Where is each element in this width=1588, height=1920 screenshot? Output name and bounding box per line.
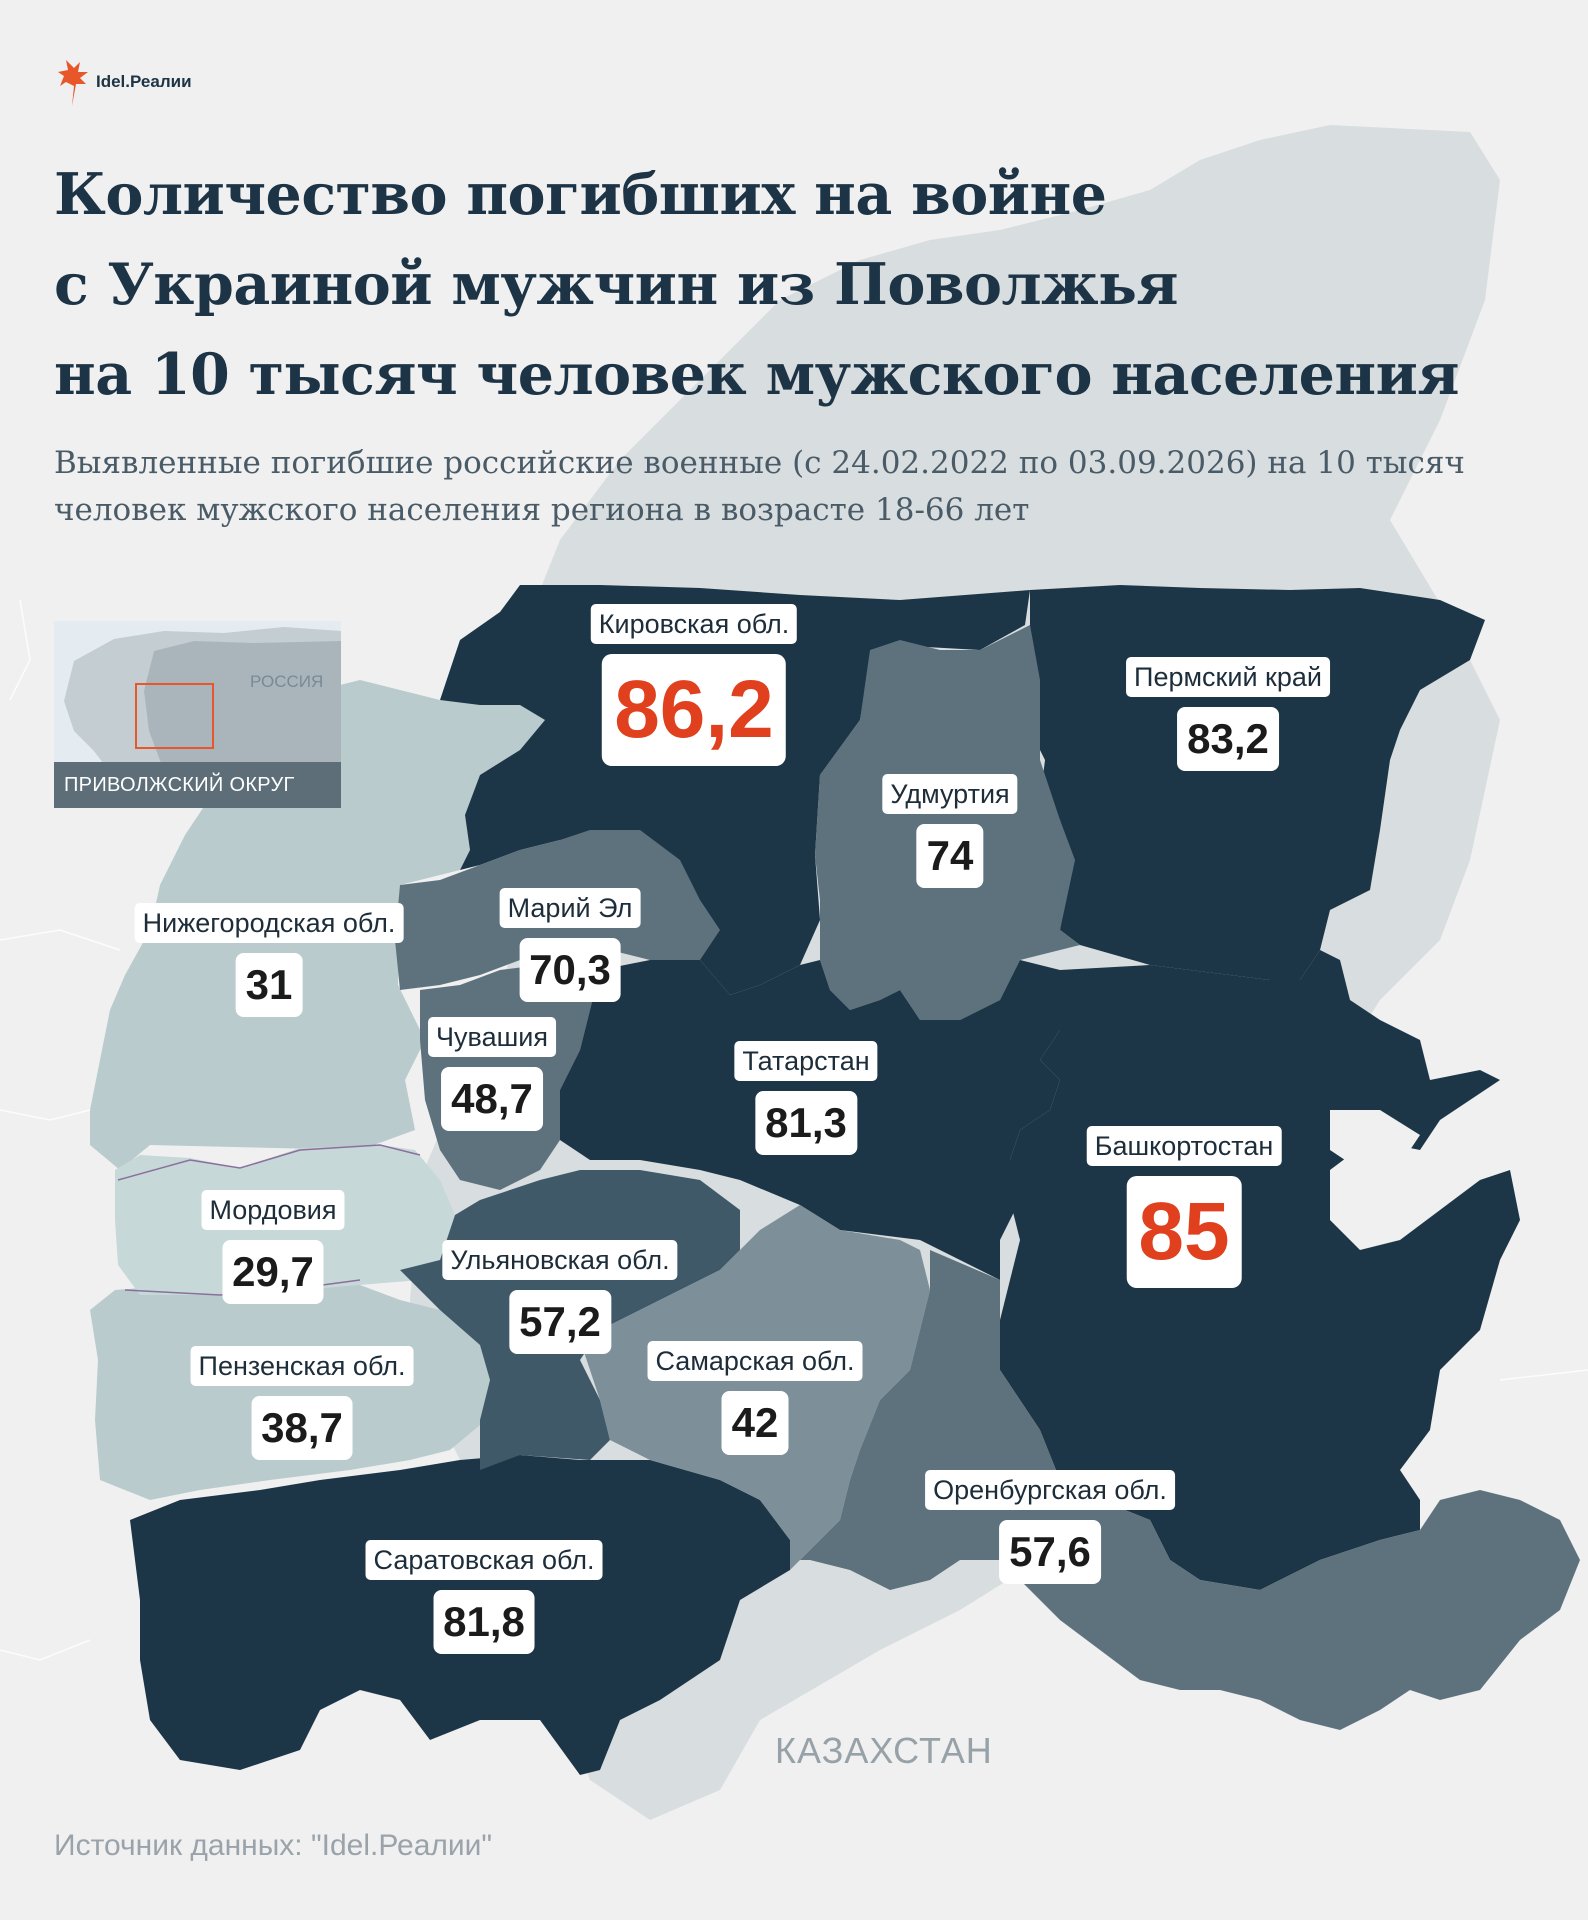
region-name: Башкортостан — [1086, 1126, 1282, 1166]
region-label-mordovia: Мордовия 29,7 — [201, 1190, 345, 1304]
title-line: с Украиной мужчин из Поволжья — [54, 251, 1179, 318]
inset-highlight-frame — [135, 683, 214, 749]
flame-icon — [58, 60, 88, 106]
region-shape-bashkortostan — [1000, 950, 1520, 1590]
region-shape-samara — [580, 1205, 930, 1570]
region-name: Оренбургская обл. — [925, 1470, 1175, 1510]
region-value: 81,8 — [433, 1590, 535, 1654]
region-label-udmurtia: Удмуртия 74 — [882, 774, 1018, 888]
title-line: Количество погибших на войне — [54, 161, 1107, 228]
region-name: Чувашия — [428, 1017, 556, 1057]
region-name: Пермский край — [1126, 657, 1330, 697]
page-title: Количество погибших на войне с Украиной … — [54, 150, 1554, 420]
region-label-perm: Пермский край 83,2 — [1126, 657, 1330, 771]
region-name: Нижегородская обл. — [134, 903, 404, 943]
region-shape-udmurtia — [815, 625, 1080, 1020]
region-label-penza: Пензенская обл. 38,7 — [190, 1346, 414, 1460]
region-label-chuvashia: Чувашия 48,7 — [428, 1017, 556, 1131]
subtitle: Выявленные погибшие российские военные (… — [54, 445, 1465, 528]
brand-logo[interactable]: Idel.Реалии — [56, 56, 192, 108]
region-value: 31 — [235, 953, 303, 1017]
region-value: 29,7 — [222, 1240, 324, 1304]
region-value: 70,3 — [519, 938, 621, 1002]
region-name: Удмуртия — [882, 774, 1018, 814]
region-value: 48,7 — [441, 1067, 543, 1131]
region-value: 83,2 — [1177, 707, 1279, 771]
region-shape-kirov — [440, 585, 1030, 995]
region-name: Самарская обл. — [647, 1341, 863, 1381]
region-value: 86,2 — [602, 654, 786, 766]
data-source: Источник данных: "Idel.Реалии" — [54, 1829, 493, 1862]
region-label-bashkortostan: Башкортостан 85 — [1086, 1126, 1282, 1288]
region-value: 42 — [721, 1391, 789, 1455]
region-value: 57,6 — [999, 1520, 1101, 1584]
title-line: на 10 тысяч человек мужского населения — [54, 341, 1460, 408]
region-name: Мордовия — [201, 1190, 345, 1230]
region-label-saratov: Саратовская обл. 81,8 — [365, 1540, 603, 1654]
region-value: 57,2 — [509, 1290, 611, 1354]
inset-caption: ПРИВОЛЖСКИЙ ОКРУГ — [54, 762, 341, 808]
region-name: Саратовская обл. — [365, 1540, 603, 1580]
region-label-tatarstan: Татарстан 81,3 — [734, 1041, 878, 1155]
region-shape-orenburg — [800, 1250, 1580, 1730]
region-name: Пензенская обл. — [190, 1346, 414, 1386]
region-label-orenburg: Оренбургская обл. 57,6 — [925, 1470, 1175, 1584]
inset-country-label: РОССИЯ — [250, 672, 324, 691]
region-value: 38,7 — [251, 1396, 353, 1460]
region-label-kirov: Кировская обл. 86,2 — [590, 604, 798, 766]
region-name: Марий Эл — [499, 888, 641, 928]
lake-shape — [1330, 1110, 1420, 1170]
region-value: 85 — [1126, 1176, 1242, 1288]
region-label-nizhny: Нижегородская обл. 31 — [134, 903, 404, 1017]
region-label-ulyanovsk: Ульяновская обл. 57,2 — [442, 1240, 678, 1354]
brand-name: Idel.Реалии — [96, 72, 192, 91]
neighbor-country-label: КАЗАХСТАН — [775, 1730, 993, 1771]
region-value: 74 — [916, 824, 984, 888]
region-name: Кировская обл. — [590, 604, 798, 644]
region-name: Ульяновская обл. — [442, 1240, 678, 1280]
region-label-mari-el: Марий Эл 70,3 — [499, 888, 641, 1002]
neighbor-borders — [0, 599, 1588, 1661]
region-value: 81,3 — [755, 1091, 857, 1155]
region-name: Татарстан — [734, 1041, 878, 1081]
region-label-samara: Самарская обл. 42 — [647, 1341, 863, 1455]
